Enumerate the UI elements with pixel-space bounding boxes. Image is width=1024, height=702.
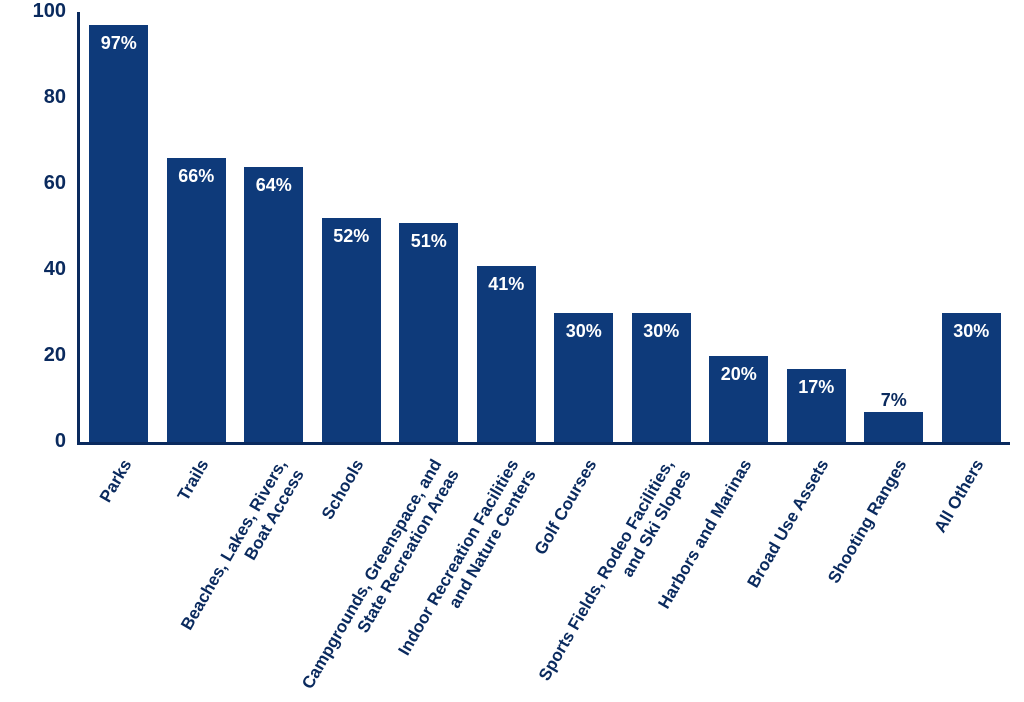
bar-value-label: 30% <box>942 321 1001 342</box>
bar-chart: 0 20 40 60 80 100 97% 66% 64% 52% 51% 41% 30% 30% 20%… <box>0 0 1024 692</box>
bar: 7% <box>864 412 923 442</box>
y-axis-line <box>77 12 80 442</box>
bar-value-label: 41% <box>477 274 536 295</box>
bar-value-label: 7% <box>864 390 923 411</box>
y-tick-label: 40 <box>0 258 66 281</box>
bar: 66% <box>167 158 226 442</box>
bar: 30% <box>632 313 691 442</box>
bar-value-label: 30% <box>554 321 613 342</box>
bar-value-label: 20% <box>709 364 768 385</box>
bar: 30% <box>554 313 613 442</box>
y-tick-label: 60 <box>0 172 66 195</box>
bar-value-label: 66% <box>167 166 226 187</box>
y-tick-label: 20 <box>0 344 66 367</box>
bar: 17% <box>787 369 846 442</box>
y-tick-label: 80 <box>0 86 66 109</box>
plot-area: 97% 66% 64% 52% 51% 41% 30% 30% 20% 17% 7% 30% <box>80 12 1010 442</box>
bar-value-label: 64% <box>244 175 303 196</box>
bar-value-label: 51% <box>399 231 458 252</box>
y-tick-label: 100 <box>0 0 66 23</box>
bar: 41% <box>477 266 536 442</box>
bar-value-label: 52% <box>322 226 381 247</box>
bar: 97% <box>89 25 148 442</box>
bar-value-label: 97% <box>89 33 148 54</box>
bar: 20% <box>709 356 768 442</box>
bar: 30% <box>942 313 1001 442</box>
x-axis-line <box>77 442 1010 445</box>
bar: 51% <box>399 223 458 442</box>
bar: 52% <box>322 218 381 442</box>
y-tick-label: 0 <box>0 430 66 453</box>
bar-value-label: 17% <box>787 377 846 398</box>
bar-value-label: 30% <box>632 321 691 342</box>
bar: 64% <box>244 167 303 442</box>
